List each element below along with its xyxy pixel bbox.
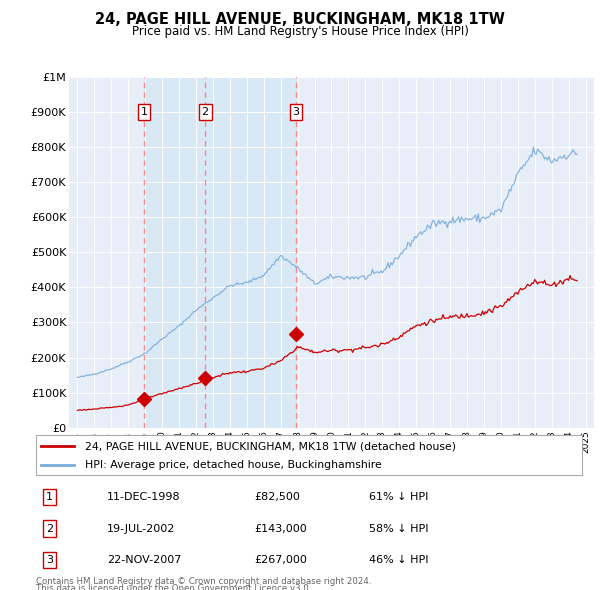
Text: Price paid vs. HM Land Registry's House Price Index (HPI): Price paid vs. HM Land Registry's House … [131, 25, 469, 38]
Text: This data is licensed under the Open Government Licence v3.0.: This data is licensed under the Open Gov… [36, 584, 311, 590]
Text: 2: 2 [202, 107, 209, 117]
Text: 3: 3 [46, 555, 53, 565]
Text: 22-NOV-2007: 22-NOV-2007 [107, 555, 181, 565]
Text: 46% ↓ HPI: 46% ↓ HPI [369, 555, 428, 565]
Text: 19-JUL-2002: 19-JUL-2002 [107, 523, 175, 533]
Text: Contains HM Land Registry data © Crown copyright and database right 2024.: Contains HM Land Registry data © Crown c… [36, 577, 371, 586]
Text: £82,500: £82,500 [254, 493, 300, 502]
Bar [205, 77, 296, 428]
Bar [144, 77, 205, 428]
Text: HPI: Average price, detached house, Buckinghamshire: HPI: Average price, detached house, Buck… [85, 460, 382, 470]
Text: 1: 1 [140, 107, 148, 117]
Text: 1: 1 [46, 493, 53, 502]
Text: 58% ↓ HPI: 58% ↓ HPI [369, 523, 428, 533]
Text: 24, PAGE HILL AVENUE, BUCKINGHAM, MK18 1TW: 24, PAGE HILL AVENUE, BUCKINGHAM, MK18 1… [95, 12, 505, 27]
Text: 2: 2 [46, 523, 53, 533]
Text: £143,000: £143,000 [254, 523, 307, 533]
Text: 61% ↓ HPI: 61% ↓ HPI [369, 493, 428, 502]
Text: £267,000: £267,000 [254, 555, 307, 565]
Text: 3: 3 [292, 107, 299, 117]
Text: 24, PAGE HILL AVENUE, BUCKINGHAM, MK18 1TW (detached house): 24, PAGE HILL AVENUE, BUCKINGHAM, MK18 1… [85, 441, 456, 451]
Text: 11-DEC-1998: 11-DEC-1998 [107, 493, 181, 502]
